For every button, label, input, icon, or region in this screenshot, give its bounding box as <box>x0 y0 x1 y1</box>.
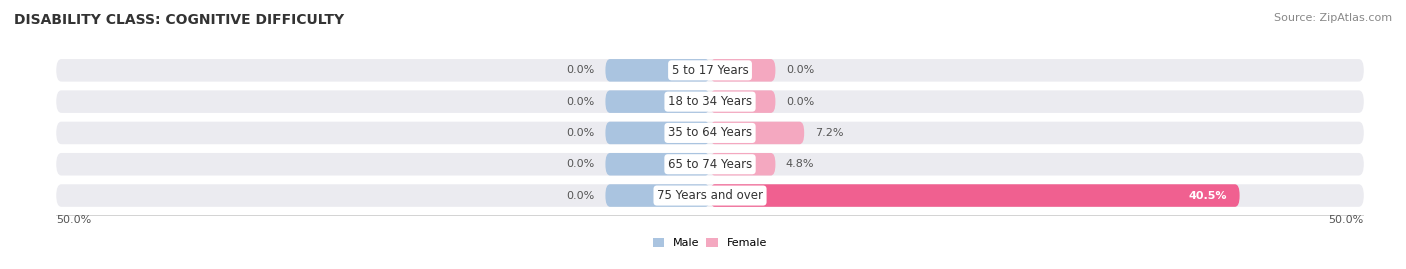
Legend: Male, Female: Male, Female <box>648 233 772 253</box>
FancyBboxPatch shape <box>606 184 710 207</box>
Text: 0.0%: 0.0% <box>567 128 595 138</box>
Text: 7.2%: 7.2% <box>814 128 844 138</box>
Text: DISABILITY CLASS: COGNITIVE DIFFICULTY: DISABILITY CLASS: COGNITIVE DIFFICULTY <box>14 13 344 27</box>
Text: 50.0%: 50.0% <box>56 215 91 225</box>
Text: 35 to 64 Years: 35 to 64 Years <box>668 126 752 139</box>
Text: Source: ZipAtlas.com: Source: ZipAtlas.com <box>1274 13 1392 23</box>
Text: 65 to 74 Years: 65 to 74 Years <box>668 158 752 171</box>
FancyBboxPatch shape <box>606 122 710 144</box>
Text: 0.0%: 0.0% <box>567 190 595 200</box>
FancyBboxPatch shape <box>56 184 1364 207</box>
Text: 0.0%: 0.0% <box>567 97 595 107</box>
Text: 0.0%: 0.0% <box>567 159 595 169</box>
FancyBboxPatch shape <box>606 90 710 113</box>
Text: 0.0%: 0.0% <box>786 65 814 75</box>
Text: 5 to 17 Years: 5 to 17 Years <box>672 64 748 77</box>
Text: 50.0%: 50.0% <box>1329 215 1364 225</box>
FancyBboxPatch shape <box>56 153 1364 175</box>
FancyBboxPatch shape <box>710 90 776 113</box>
Text: 4.8%: 4.8% <box>786 159 814 169</box>
FancyBboxPatch shape <box>56 122 1364 144</box>
FancyBboxPatch shape <box>710 153 776 175</box>
FancyBboxPatch shape <box>710 122 804 144</box>
Text: 75 Years and over: 75 Years and over <box>657 189 763 202</box>
Text: 18 to 34 Years: 18 to 34 Years <box>668 95 752 108</box>
FancyBboxPatch shape <box>56 59 1364 82</box>
FancyBboxPatch shape <box>710 184 1240 207</box>
FancyBboxPatch shape <box>606 59 710 82</box>
FancyBboxPatch shape <box>606 153 710 175</box>
Text: 0.0%: 0.0% <box>567 65 595 75</box>
FancyBboxPatch shape <box>56 90 1364 113</box>
FancyBboxPatch shape <box>710 59 776 82</box>
Text: 40.5%: 40.5% <box>1188 190 1226 200</box>
Text: 0.0%: 0.0% <box>786 97 814 107</box>
